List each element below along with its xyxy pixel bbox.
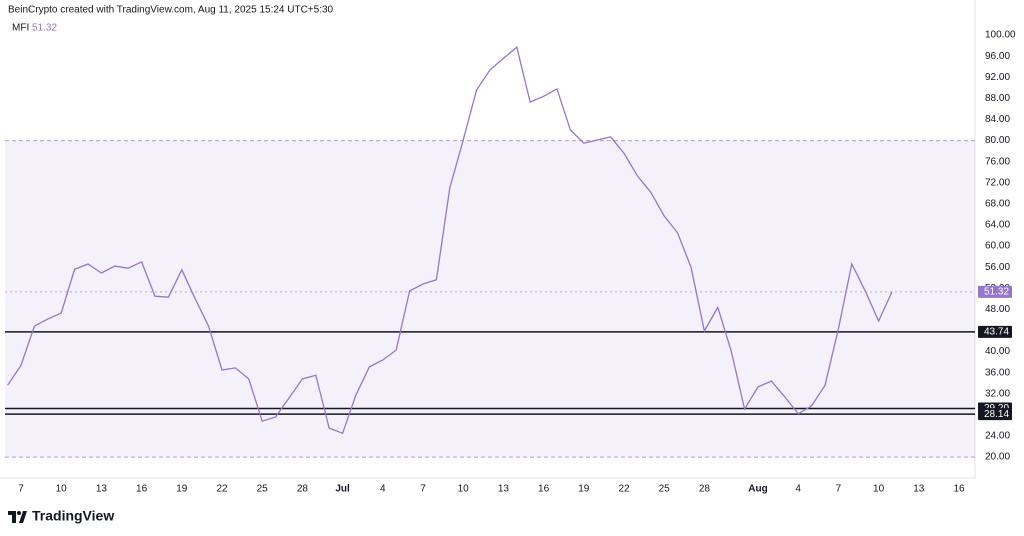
logo: TradingView	[8, 508, 114, 524]
x-tick-label: 16	[538, 484, 550, 495]
band	[5, 140, 975, 458]
x-tick-label: Aug	[748, 484, 767, 495]
y-tick-label: 80.00	[985, 135, 1010, 146]
level-label: 43.74	[984, 326, 1009, 337]
x-tick-label: 25	[257, 484, 269, 495]
x-tick-label: 4	[795, 484, 801, 495]
indicator-name: MFI	[12, 23, 29, 34]
y-tick-label: 72.00	[985, 177, 1010, 188]
header: BeinCrypto created with TradingView.com,…	[8, 5, 334, 16]
y-tick-label: 64.00	[985, 220, 1010, 231]
logo-dot	[17, 511, 21, 515]
mfi-line	[7, 46, 893, 435]
y-tick-label: 56.00	[985, 262, 1010, 273]
x-tick-label: 7	[18, 484, 24, 495]
y-tick-label: 40.00	[985, 346, 1010, 357]
x-tick-label: 16	[136, 484, 148, 495]
y-tick-label: 100.00	[985, 30, 1016, 41]
y-tick-label: 48.00	[985, 304, 1010, 315]
last-value-label: 51.32	[984, 286, 1009, 297]
indicator-value: 51.32	[32, 23, 57, 34]
x-tick-label: 28	[297, 484, 309, 495]
x-tick-label: Jul	[335, 484, 350, 495]
x-tick-label: 19	[578, 484, 590, 495]
x-tick-label: 13	[913, 484, 925, 495]
x-tick-label: 13	[96, 484, 108, 495]
x-tick-label: 10	[56, 484, 68, 495]
x-tick-label: 10	[458, 484, 470, 495]
level-label: 28.14	[984, 409, 1009, 420]
x-tick-label: 7	[836, 484, 842, 495]
level-badge	[978, 408, 1012, 421]
logo-mark	[8, 511, 27, 523]
x-tick-label: 22	[618, 484, 630, 495]
x-tick-label: 4	[380, 484, 386, 495]
y-tick-label: 24.00	[985, 431, 1010, 442]
x-tick-label: 19	[176, 484, 188, 495]
x-tick-label: 13	[498, 484, 510, 495]
x-tick-label: 16	[953, 484, 965, 495]
y-tick-label: 88.00	[985, 93, 1010, 104]
level-badge	[978, 325, 1012, 338]
x-tick-label: 25	[659, 484, 671, 495]
y-tick-label: 60.00	[985, 241, 1010, 252]
brand: TradingView	[32, 508, 114, 524]
y-tick-label: 84.00	[985, 114, 1010, 125]
x-tick-label: 22	[216, 484, 228, 495]
x-tick-label: 10	[873, 484, 885, 495]
y-tick-label: 96.00	[985, 51, 1010, 62]
y-tick-label: 92.00	[985, 72, 1010, 83]
y-tick-label: 76.00	[985, 156, 1010, 167]
y-tick-label: 20.00	[985, 452, 1010, 463]
y-tick-label: 32.00	[985, 388, 1010, 399]
x-tick-label: 7	[420, 484, 426, 495]
last-value-badge	[978, 285, 1012, 298]
x-tick-label: 28	[699, 484, 711, 495]
y-tick-label: 36.00	[985, 367, 1010, 378]
y-tick-label: 68.00	[985, 199, 1010, 210]
